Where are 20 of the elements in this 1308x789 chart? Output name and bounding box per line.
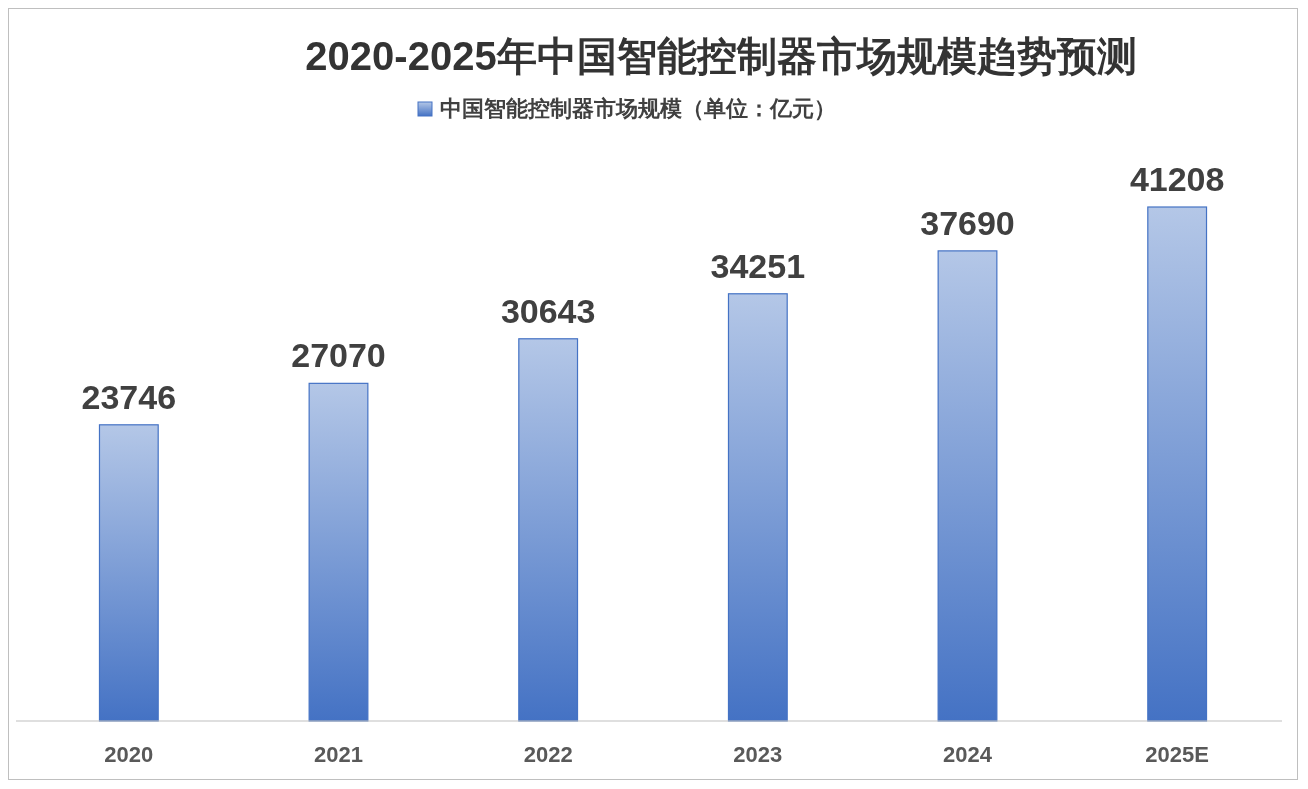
data-label: 27070 xyxy=(291,336,386,375)
x-tick-label: 2023 xyxy=(733,742,783,767)
data-label: 30643 xyxy=(500,291,596,330)
chart-title: 2020-2025年中国智能控制器市场规模趋势预测 xyxy=(305,34,1137,78)
data-label: 37690 xyxy=(920,203,1015,242)
x-tick-label: 2021 xyxy=(314,742,363,767)
data-label: 23746 xyxy=(81,377,177,416)
x-tick-label: 2024 xyxy=(943,742,993,767)
x-tick-label: 2022 xyxy=(523,742,573,767)
x-tick-label: 2025E xyxy=(1145,742,1209,767)
bar xyxy=(937,250,998,722)
bar xyxy=(1147,206,1208,722)
data-label: 41208 xyxy=(1129,160,1225,198)
bar xyxy=(727,293,788,722)
bar xyxy=(518,338,579,722)
bar xyxy=(308,382,369,722)
x-tick-label: 2020 xyxy=(104,742,154,767)
legend-label: 中国智能控制器市场规模（单位：亿元） xyxy=(440,96,836,121)
data-label: 34251 xyxy=(710,246,806,285)
bar xyxy=(98,424,159,722)
